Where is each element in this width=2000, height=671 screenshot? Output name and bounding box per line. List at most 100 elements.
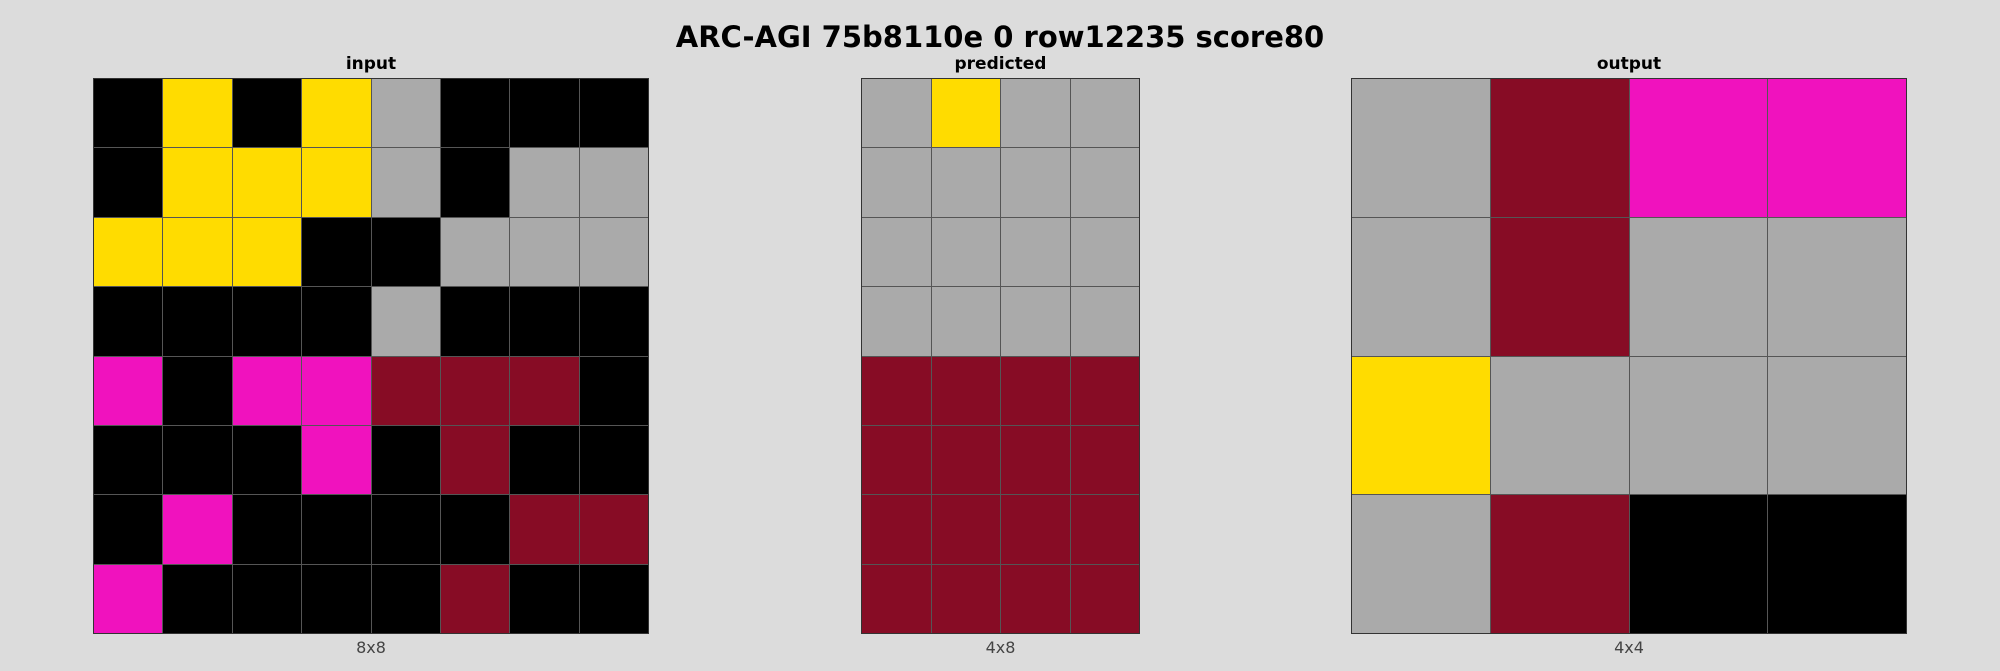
grid-cell <box>232 148 302 217</box>
grid-cell <box>163 495 232 564</box>
grid-cell <box>1629 356 1768 495</box>
grid-cell <box>1768 217 1906 356</box>
grid-cell <box>579 79 648 148</box>
grid-cell <box>371 425 440 495</box>
grid-cell <box>94 217 163 287</box>
grid-cell <box>371 564 440 633</box>
grid-cell <box>510 148 579 217</box>
grid-cell <box>302 356 371 425</box>
output-grid <box>1351 78 1907 634</box>
grid-cell <box>1490 356 1629 495</box>
grid-cell <box>862 217 931 287</box>
grid-cell <box>94 356 163 425</box>
grid-cell <box>440 148 510 217</box>
grid-cell <box>232 356 302 425</box>
grid-cell <box>579 564 648 633</box>
grid-cell <box>94 79 163 148</box>
grid-cell <box>1001 425 1070 495</box>
grid-cell <box>931 564 1000 633</box>
input-panel-title: input <box>345 54 397 74</box>
grid-cell <box>440 217 510 287</box>
grid-cell <box>94 148 163 217</box>
grid-cell <box>931 79 1000 148</box>
grid-cell <box>371 79 440 148</box>
grid-cell <box>862 425 931 495</box>
grid-cell <box>1352 217 1490 356</box>
grid-cell <box>1490 217 1629 356</box>
grid-cell <box>1768 356 1906 495</box>
grid-cell <box>1001 287 1070 356</box>
grid-cell <box>1001 564 1070 633</box>
grid-cell <box>163 148 232 217</box>
grid-cell <box>1070 425 1139 495</box>
grid-cell <box>862 356 931 425</box>
grid-cell <box>1490 495 1629 633</box>
predicted-grid <box>861 78 1140 634</box>
grid-cell <box>163 217 232 287</box>
grid-cell <box>1768 79 1906 217</box>
grid-cell <box>1070 148 1139 217</box>
grid-cell <box>302 495 371 564</box>
grid-cell <box>94 287 163 356</box>
grid-cell <box>931 495 1000 564</box>
grid-cell <box>1070 79 1139 148</box>
grid-cell <box>302 425 371 495</box>
grid-cell <box>510 287 579 356</box>
grid-cell <box>302 564 371 633</box>
grid-cell <box>862 79 931 148</box>
output-panel-title: output <box>1596 54 1662 74</box>
grid-cell <box>510 79 579 148</box>
grid-cell <box>862 564 931 633</box>
grid-cell <box>1001 79 1070 148</box>
grid-cell <box>579 356 648 425</box>
grid-cell <box>931 148 1000 217</box>
grid-cell <box>1001 356 1070 425</box>
grid-cell <box>1070 287 1139 356</box>
grid-cell <box>163 564 232 633</box>
grid-cell <box>510 356 579 425</box>
grid-cell <box>1352 356 1490 495</box>
grid-cell <box>862 495 931 564</box>
grid-cell <box>1070 495 1139 564</box>
grid-cell <box>510 425 579 495</box>
grid-cell <box>302 287 371 356</box>
grid-cell <box>232 425 302 495</box>
grid-cell <box>931 425 1000 495</box>
grid-cell <box>1629 217 1768 356</box>
grid-cell <box>579 495 648 564</box>
grid-cell <box>163 79 232 148</box>
grid-cell <box>163 287 232 356</box>
grid-cell <box>931 217 1000 287</box>
grid-cell <box>440 564 510 633</box>
figure-title: ARC-AGI 75b8110e 0 row12235 score80 <box>675 20 1325 54</box>
grid-cell <box>1001 217 1070 287</box>
grid-cell <box>232 79 302 148</box>
grid-cell <box>302 217 371 287</box>
grid-cell <box>1001 495 1070 564</box>
grid-cell <box>862 287 931 356</box>
grid-cell <box>302 148 371 217</box>
grid-cell <box>1001 148 1070 217</box>
grid-cell <box>163 356 232 425</box>
grid-cell <box>1352 79 1490 217</box>
grid-cell <box>94 564 163 633</box>
grid-cell <box>510 217 579 287</box>
output-grid-dims: 4x4 <box>1614 638 1644 657</box>
grid-cell <box>371 356 440 425</box>
grid-cell <box>94 425 163 495</box>
grid-cell <box>1629 79 1768 217</box>
grid-cell <box>510 564 579 633</box>
grid-cell <box>440 495 510 564</box>
input-grid-dims: 8x8 <box>356 638 386 657</box>
grid-cell <box>510 495 579 564</box>
input-grid <box>93 78 649 634</box>
predicted-panel-title: predicted <box>954 54 1047 74</box>
grid-cell <box>302 79 371 148</box>
grid-cell <box>440 79 510 148</box>
grid-cell <box>579 425 648 495</box>
grid-cell <box>440 425 510 495</box>
predicted-grid-dims: 4x8 <box>985 638 1016 657</box>
grid-cell <box>232 495 302 564</box>
grid-cell <box>1490 79 1629 217</box>
grid-cell <box>94 495 163 564</box>
